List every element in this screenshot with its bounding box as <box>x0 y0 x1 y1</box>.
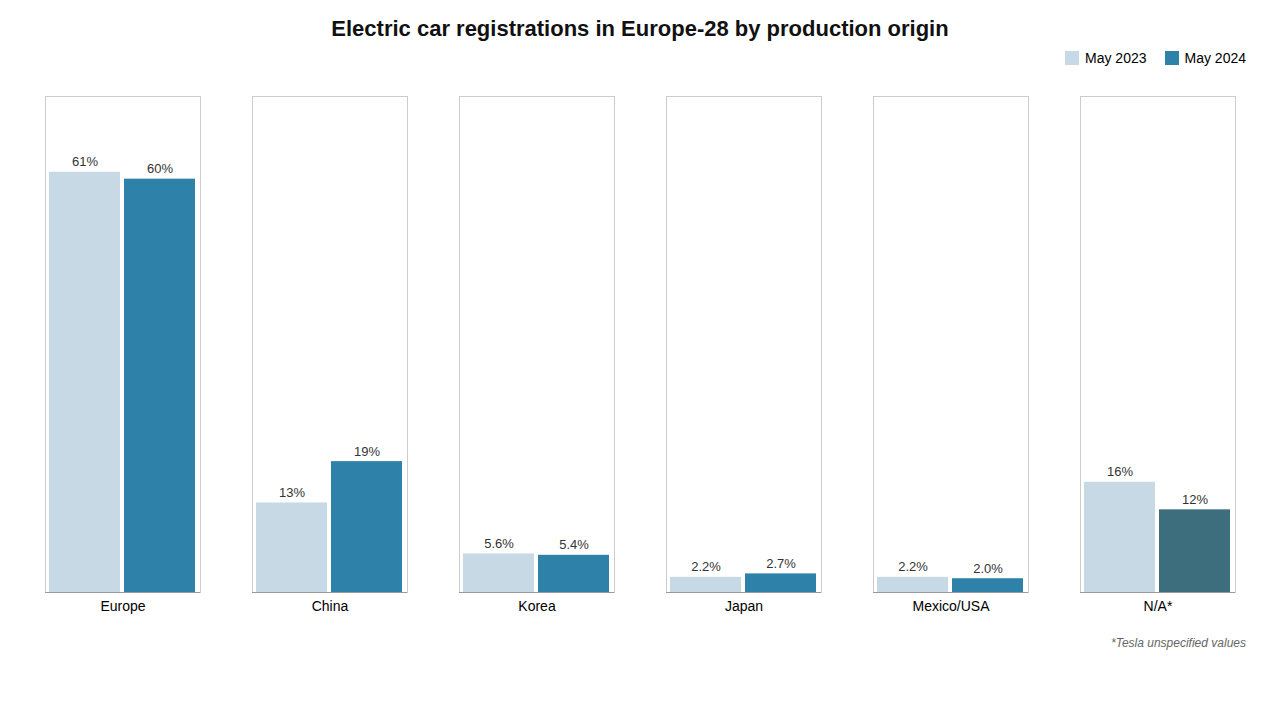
svg-text:5.4%: 5.4% <box>559 537 589 552</box>
html-text:*Tesla unspecified values: *Tesla unspecified values <box>1111 636 1246 650</box>
svg-text:Korea: Korea <box>518 598 556 614</box>
svg-text:16%: 16% <box>1107 464 1133 479</box>
html-text:May 2023: May 2023 <box>1085 50 1147 66</box>
svg-text:N/A*: N/A* <box>1144 598 1173 614</box>
svg-text:60%: 60% <box>147 161 173 176</box>
html-text:Electric car registrations in: Electric car registrations in Europe-28 … <box>331 16 949 41</box>
svg-text:2.2%: 2.2% <box>898 559 928 574</box>
svg-text:2.2%: 2.2% <box>691 559 721 574</box>
svg-text:Japan: Japan <box>725 598 763 614</box>
svg-text:China: China <box>312 598 349 614</box>
svg-text:Europe: Europe <box>100 598 145 614</box>
svg-text:12%: 12% <box>1182 492 1208 507</box>
svg-text:5.6%: 5.6% <box>484 536 514 551</box>
svg-text:19%: 19% <box>354 444 380 459</box>
svg-text:13%: 13% <box>279 485 305 500</box>
svg-text:Mexico/USA: Mexico/USA <box>912 598 990 614</box>
svg-text:61%: 61% <box>72 154 98 169</box>
svg-text:2.0%: 2.0% <box>973 561 1003 576</box>
svg-text:2.7%: 2.7% <box>766 556 796 571</box>
html-text:May 2024: May 2024 <box>1184 50 1246 66</box>
